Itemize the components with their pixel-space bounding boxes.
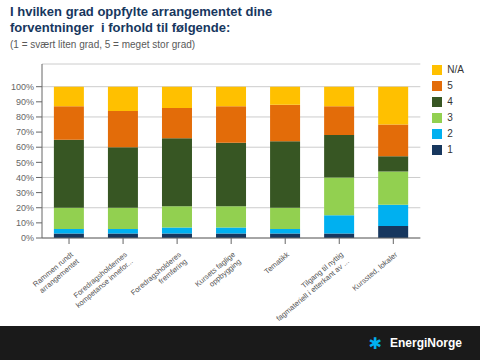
- svg-text:Kurssted, lokaler: Kurssted, lokaler: [351, 250, 400, 293]
- svg-text:Tilgang til nyttigfagmateriell: Tilgang til nyttigfagmateriell i etterka…: [269, 250, 351, 323]
- svg-text:50%: 50%: [16, 158, 34, 168]
- svg-text:90%: 90%: [16, 97, 34, 107]
- svg-text:70%: 70%: [16, 127, 34, 137]
- html-text:I hvilken grad oppfylte arrang: I hvilken grad oppfylte arrangementet di…: [10, 4, 273, 19]
- svg-text:Rammen rundtarrangementet: Rammen rundtarrangementet: [31, 249, 81, 295]
- svg-text:80%: 80%: [16, 112, 34, 122]
- svg-text:100%: 100%: [11, 82, 34, 92]
- svg-text:Kursets fagligeoppbygging: Kursets fagligeoppbygging: [193, 250, 243, 296]
- svg-text:Foredragsholderneskompetanse i: Foredragsholderneskompetanse innefor...: [68, 250, 135, 310]
- svg-text:40%: 40%: [16, 173, 34, 183]
- html-text:forventninger i forhold til fø: forventninger i forhold til følgende:: [10, 20, 231, 35]
- html-text:N/A: N/A: [447, 64, 464, 75]
- svg-text:20%: 20%: [16, 203, 34, 213]
- svg-text:Foredragsholderesfremføring: Foredragsholderesfremføring: [129, 250, 189, 304]
- html-text:2: 2: [447, 128, 453, 139]
- html-text:1: 1: [447, 144, 453, 155]
- html-text:4: 4: [447, 96, 453, 107]
- html-text:(1 = svært liten grad, 5 = meg: (1 = svært liten grad, 5 = meget stor gr…: [10, 39, 196, 50]
- svg-text:30%: 30%: [16, 188, 34, 198]
- svg-text:Tematikk: Tematikk: [263, 250, 292, 276]
- html-text:EnergiNorge: EnergiNorge: [390, 336, 462, 350]
- svg-text:10%: 10%: [16, 218, 34, 228]
- svg-text:0%: 0%: [21, 233, 34, 243]
- html-text:5: 5: [447, 80, 453, 91]
- svg-text:60%: 60%: [16, 142, 34, 152]
- html-text:3: 3: [447, 112, 453, 123]
